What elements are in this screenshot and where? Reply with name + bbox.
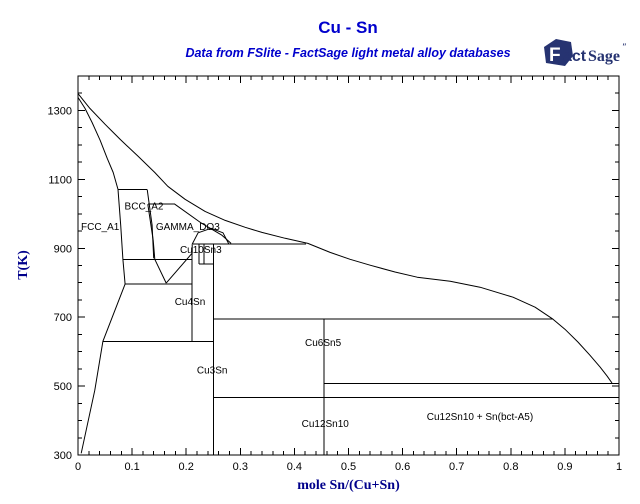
- chart-title: Cu - Sn: [318, 18, 378, 37]
- y-axis-title: T(K): [16, 250, 31, 280]
- y-tick-label: 700: [54, 312, 72, 324]
- phase-label-fcc-a1: FCC_A1: [81, 222, 120, 233]
- phase-label-cu12sn10-sn-bct-a5-: Cu12Sn10 + Sn(bct-A5): [427, 412, 533, 423]
- x-tick-label: 0.3: [233, 461, 248, 473]
- x-tick-label: 0.9: [557, 461, 572, 473]
- x-tick-label: 0.6: [395, 461, 410, 473]
- factsage-logo: F act Sage ″: [544, 39, 627, 66]
- y-tick-label: 500: [54, 381, 72, 393]
- phase-label-cu3sn: Cu3Sn: [197, 366, 228, 377]
- x-tick-label: 0.2: [179, 461, 194, 473]
- factsage-logo-f: F: [549, 45, 561, 66]
- factsage-logo-act: act: [563, 48, 587, 65]
- chart-subtitle: Data from FSlite - FactSage light metal …: [185, 46, 511, 60]
- phase-label-cu6sn5: Cu6Sn5: [305, 338, 342, 349]
- x-tick-label: 0.7: [449, 461, 464, 473]
- x-tick-label: 0.4: [287, 461, 302, 473]
- x-tick-label: 0: [75, 461, 81, 473]
- phase-label-cu10sn3: Cu10Sn3: [180, 245, 222, 256]
- phase-label-gamma-do3: GAMMA_DO3: [156, 222, 220, 233]
- boundary-bcc-right-boundary: [146, 189, 155, 259]
- plot-frame: [77, 75, 620, 456]
- y-tick-label: 300: [54, 450, 72, 462]
- x-tick-label: 0.8: [503, 461, 518, 473]
- boundary-liquidus: [77, 93, 613, 384]
- phase-label-cu4sn: Cu4Sn: [175, 297, 206, 308]
- factsage-logo-sage: Sage: [588, 48, 620, 65]
- x-tick-label: 0.5: [341, 461, 356, 473]
- y-tick-label: 900: [54, 243, 72, 255]
- x-tick-label: 0.1: [124, 461, 139, 473]
- y-tick-label: 1300: [48, 105, 72, 117]
- phase-label-cu12sn10: Cu12Sn10: [302, 419, 350, 430]
- factsage-logo-shape: [544, 39, 573, 66]
- x-axis-title: mole Sn/(Cu+Sn): [297, 478, 400, 493]
- factsage-logo-mark: ″: [622, 42, 627, 52]
- x-tick-label: 1: [616, 461, 622, 473]
- phase-label-bcc-a2: BCC_A2: [125, 202, 164, 213]
- boundary-fcc-solidus: [77, 97, 119, 190]
- boundary-gamma-left-boundary: [147, 204, 167, 284]
- y-tick-label: 1100: [48, 174, 72, 186]
- boundary-gamma-arch: [191, 227, 230, 245]
